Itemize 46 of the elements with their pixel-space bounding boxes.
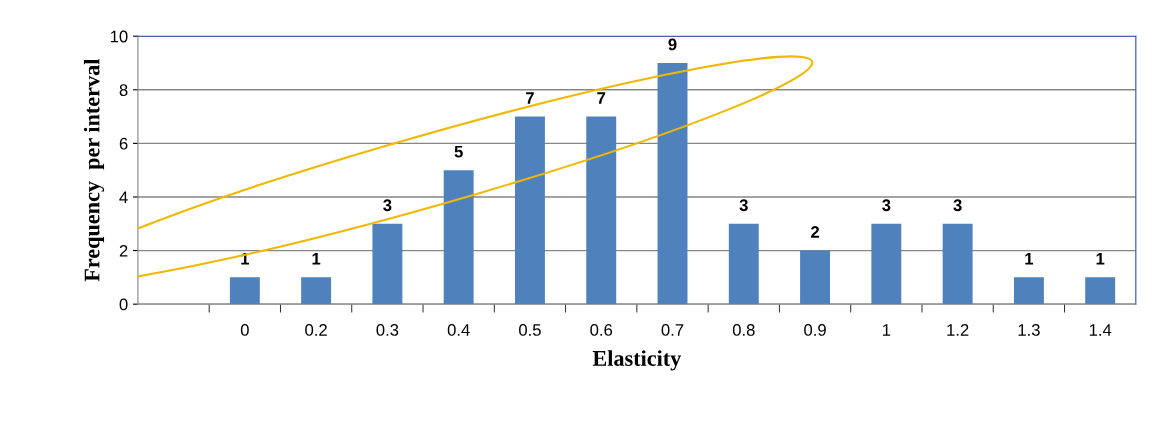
- x-tick-label: 1.4: [1089, 324, 1112, 336]
- y-tick-label: 4: [119, 191, 128, 204]
- y-tick-label: 10: [110, 30, 128, 43]
- x-tick-label: 1.2: [947, 324, 969, 336]
- data-label: 5: [454, 145, 463, 158]
- x-tick-label: 0.6: [590, 324, 613, 336]
- bar: [514, 116, 545, 305]
- data-label: 1: [1096, 253, 1105, 265]
- y-tick-label: 2: [119, 244, 128, 257]
- bar: [728, 223, 759, 305]
- bar: [1013, 277, 1044, 305]
- bar: [301, 277, 332, 305]
- bar: [800, 250, 831, 305]
- data-label: 3: [739, 199, 748, 212]
- x-tick-label: 0.9: [804, 324, 826, 336]
- x-tick-label: 0.4: [447, 324, 470, 336]
- data-label: 1: [1025, 253, 1034, 265]
- bar: [871, 223, 902, 305]
- data-label: 1: [312, 253, 321, 265]
- bar: [657, 63, 688, 305]
- x-tick-label: 0.2: [305, 324, 327, 336]
- x-tick-label: 0.3: [376, 324, 399, 336]
- bar: [586, 116, 617, 305]
- data-label: 9: [668, 38, 677, 51]
- bar: [1085, 277, 1116, 305]
- x-axis-title: Elasticity: [592, 350, 682, 371]
- x-tick-label: 0.7: [661, 324, 684, 336]
- x-tick-label: 1: [882, 324, 891, 336]
- data-label: 7: [526, 92, 534, 104]
- x-tick-label: 0: [240, 324, 249, 336]
- data-label: 2: [811, 226, 820, 238]
- bar: [443, 170, 474, 305]
- bar: [942, 223, 973, 305]
- x-tick-label: 0.5: [519, 324, 541, 336]
- y-axis-title: Frequency per interval: [83, 58, 105, 282]
- data-label: 7: [597, 92, 606, 104]
- y-tick-label: 0: [119, 298, 128, 311]
- data-label: 3: [953, 199, 962, 212]
- data-label: 3: [383, 199, 392, 212]
- x-tick-label: 1.3: [1018, 324, 1040, 336]
- data-label: 3: [882, 199, 891, 212]
- bar: [229, 277, 260, 305]
- x-tick-label: 0.8: [732, 324, 755, 336]
- y-tick-label: 6: [119, 137, 128, 150]
- bar: [372, 223, 403, 305]
- y-tick-label: 8: [119, 84, 128, 96]
